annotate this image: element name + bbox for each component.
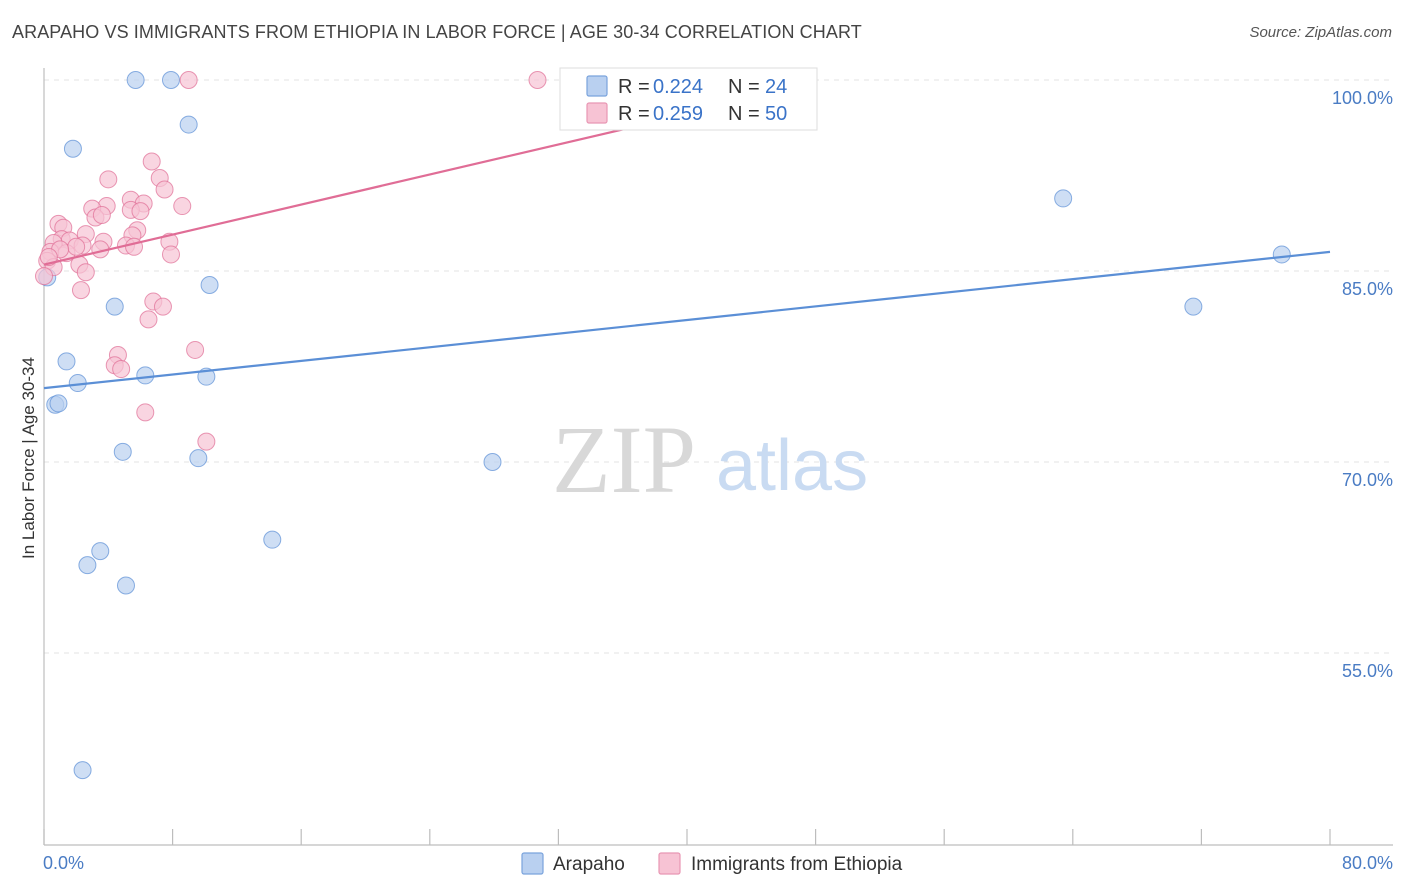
point-ethiopia-45: [197, 432, 216, 451]
point-ethiopia-34: [76, 263, 95, 282]
point-arapaho-9: [136, 366, 155, 385]
point-arapaho-22: [1184, 297, 1203, 316]
y-tick-label-2: 70.0%: [1342, 470, 1393, 490]
point-arapaho-14: [189, 449, 208, 468]
y-axis-label: In Labor Force | Age 30-34: [19, 357, 38, 559]
chart-title: ARAPAHO VS IMMIGRANTS FROM ETHIOPIA IN L…: [12, 22, 862, 42]
point-arapaho-16: [91, 542, 110, 561]
watermark-zip: ZIP: [552, 406, 696, 513]
point-ethiopia-41: [186, 340, 205, 359]
point-arapaho-1: [161, 71, 180, 89]
x-tick-label-right: 80.0%: [1342, 853, 1393, 873]
y-tick-labels: 100.0% 85.0% 70.0% 55.0%: [1332, 88, 1393, 681]
point-arapaho-12: [49, 394, 68, 413]
point-ethiopia-1: [179, 71, 198, 89]
point-arapaho-21: [1054, 189, 1073, 208]
point-ethiopia-46: [92, 205, 111, 224]
legend-r-value-arapaho: 0.224: [653, 76, 703, 98]
point-ethiopia-38: [153, 297, 172, 316]
point-arapaho-3: [63, 139, 82, 158]
point-ethiopia-30: [161, 245, 180, 264]
point-ethiopia-49: [39, 247, 58, 266]
trend-lines: [43, 117, 1331, 390]
source-credit: Source: ZipAtlas.com: [1249, 24, 1392, 41]
point-ethiopia-12: [131, 202, 150, 221]
legend-r-label-arapaho: R =: [618, 76, 650, 98]
legend-n-value-ethiopia: 50: [765, 103, 787, 125]
y-tick-label-1: 85.0%: [1342, 279, 1393, 299]
point-ethiopia-26: [125, 237, 144, 256]
point-ethiopia-43: [112, 360, 131, 379]
point-arapaho-23: [1272, 245, 1291, 264]
watermark-atlas: atlas: [716, 426, 868, 506]
point-arapaho-6: [200, 276, 219, 295]
point-ethiopia-4: [99, 170, 118, 189]
legend-r-value-ethiopia: 0.259: [653, 103, 703, 125]
bottom-legend: Arapaho Immigrants from Ethiopia: [521, 852, 903, 875]
legend-swatch-arapaho: [586, 75, 608, 97]
legend-swatch-ethiopia: [586, 102, 608, 124]
point-ethiopia-44: [136, 403, 155, 422]
axes: [43, 68, 1393, 846]
point-ethiopia-2: [142, 152, 161, 171]
x-tick-label-left: 0.0%: [43, 853, 84, 873]
legend-n-label-arapaho: N =: [728, 76, 760, 98]
bottom-legend-label-arapaho: Arapaho: [553, 854, 625, 875]
point-arapaho-13: [113, 442, 132, 461]
trend-line-ethiopia: [43, 117, 672, 266]
point-ethiopia-5: [155, 180, 174, 199]
bottom-legend-label-ethiopia: Immigrants from Ethiopia: [691, 854, 903, 875]
point-arapaho-17: [78, 556, 97, 575]
legend-r-label-ethiopia: R =: [618, 103, 650, 125]
point-arapaho-0: [126, 71, 145, 89]
point-arapaho-2: [179, 115, 198, 134]
bottom-legend-swatch-ethiopia: [658, 852, 681, 875]
point-arapaho-5: [105, 297, 124, 316]
data-points: [35, 71, 1291, 780]
point-ethiopia-36: [71, 281, 90, 300]
point-ethiopia-35: [35, 267, 53, 286]
point-ethiopia-39: [139, 310, 158, 329]
point-ethiopia-8: [173, 197, 192, 216]
point-arapaho-15: [483, 453, 502, 471]
y-tick-label-3: 55.0%: [1342, 661, 1393, 681]
point-ethiopia-0: [528, 71, 547, 89]
point-arapaho-18: [263, 530, 282, 549]
legend-n-value-arapaho: 24: [765, 76, 787, 98]
legend-box: R = 0.224 N = 24 R = 0.259 N = 50: [559, 67, 818, 131]
trend-line-arapaho: [43, 250, 1331, 390]
point-arapaho-7: [57, 352, 76, 371]
point-ethiopia-47: [67, 237, 86, 256]
bottom-legend-swatch-arapaho: [521, 852, 544, 875]
point-arapaho-19: [116, 576, 135, 595]
legend-n-label-ethiopia: N =: [728, 103, 760, 125]
y-tick-label-0: 100.0%: [1332, 88, 1393, 108]
point-arapaho-20: [73, 761, 92, 780]
